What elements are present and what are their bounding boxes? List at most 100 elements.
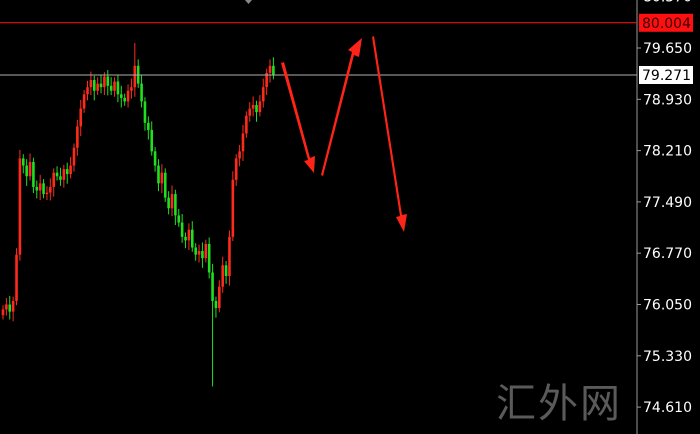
- candle-body: [224, 265, 228, 276]
- candle: [76, 119, 79, 156]
- candle: [35, 180, 39, 199]
- candle-body: [49, 186, 52, 193]
- forecast-arrows: [281, 36, 407, 232]
- candle: [258, 95, 262, 117]
- candle-body: [241, 133, 245, 152]
- candle-body: [197, 251, 201, 255]
- candle-body: [28, 162, 32, 177]
- candle: [163, 168, 167, 202]
- candle: [21, 154, 25, 174]
- candle-body: [18, 158, 22, 255]
- candle-body: [52, 172, 55, 187]
- tick-label: 79.650: [643, 41, 692, 57]
- candle-body: [123, 97, 126, 102]
- candle: [147, 116, 150, 140]
- candle: [72, 143, 76, 172]
- candle: [177, 209, 181, 227]
- candle-body: [25, 165, 28, 177]
- candle-body: [204, 243, 208, 259]
- candle: [5, 298, 8, 316]
- candle: [113, 77, 116, 97]
- candle-body: [238, 151, 241, 159]
- candle: [272, 57, 275, 80]
- candle: [28, 153, 32, 181]
- candle-body: [221, 265, 224, 287]
- scroll-marker-icon[interactable]: [245, 0, 252, 4]
- candle-body: [72, 147, 76, 166]
- candle: [126, 84, 130, 108]
- candle-body: [261, 87, 265, 102]
- candle: [62, 164, 66, 188]
- candle-body: [109, 85, 113, 91]
- candle: [15, 248, 18, 306]
- candle: [99, 75, 103, 94]
- candle: [79, 100, 83, 136]
- candle: [180, 214, 184, 243]
- tick-label: 76.770: [643, 246, 692, 262]
- candle: [136, 59, 140, 88]
- tick-label: 78.930: [643, 92, 692, 108]
- candle-body: [163, 172, 167, 198]
- candle-body: [126, 90, 130, 102]
- candle: [59, 167, 62, 186]
- candle: [224, 261, 228, 284]
- watermark: 汇外网: [496, 381, 622, 427]
- candle-body: [143, 101, 147, 123]
- candle-body: [147, 122, 150, 130]
- candle: [25, 159, 28, 186]
- candle: [130, 78, 133, 99]
- candle-body: [130, 87, 133, 91]
- candle-body: [140, 83, 143, 102]
- candle: [153, 147, 157, 172]
- candle-body: [272, 65, 275, 76]
- candle: [123, 93, 126, 106]
- candle: [49, 178, 52, 201]
- candle: [150, 121, 154, 156]
- candle-body: [157, 165, 160, 184]
- candle: [52, 168, 55, 197]
- candle: [251, 96, 255, 117]
- candle: [133, 43, 137, 97]
- candle-body: [62, 169, 66, 180]
- candle: [261, 78, 265, 108]
- candle: [8, 295, 12, 320]
- candle: [245, 111, 248, 138]
- candle-body: [190, 229, 194, 248]
- candle: [32, 157, 35, 193]
- candle-body: [218, 286, 221, 309]
- candle-body: [1, 309, 5, 316]
- candles: [1, 43, 275, 387]
- candle-body: [228, 236, 231, 276]
- candle: [45, 186, 49, 201]
- candle-body: [116, 81, 120, 95]
- candle-body: [201, 251, 204, 259]
- candle-body: [160, 172, 164, 184]
- tick-label: 77.490: [643, 195, 692, 211]
- arrow-up: [321, 38, 362, 176]
- candle: [106, 70, 110, 96]
- candle: [1, 305, 5, 320]
- candle-body: [153, 151, 157, 166]
- candle-body: [35, 186, 39, 191]
- candle: [167, 191, 170, 215]
- candle: [190, 221, 194, 252]
- candle-body: [184, 236, 187, 241]
- candle-body: [103, 76, 106, 88]
- candle: [214, 296, 218, 318]
- candle: [11, 296, 15, 322]
- candle-body: [207, 243, 211, 273]
- candle: [86, 80, 89, 101]
- candle-body: [69, 165, 72, 175]
- candle-body: [21, 158, 25, 166]
- candle: [55, 166, 59, 181]
- candle-body: [38, 183, 42, 191]
- candle-body: [133, 65, 137, 88]
- candle: [69, 157, 72, 179]
- candle: [187, 223, 191, 250]
- candle: [140, 75, 143, 108]
- candle: [174, 189, 177, 226]
- candle-body: [120, 94, 123, 98]
- resistance-price-label: 80.004: [642, 16, 691, 32]
- candle-body: [194, 247, 197, 255]
